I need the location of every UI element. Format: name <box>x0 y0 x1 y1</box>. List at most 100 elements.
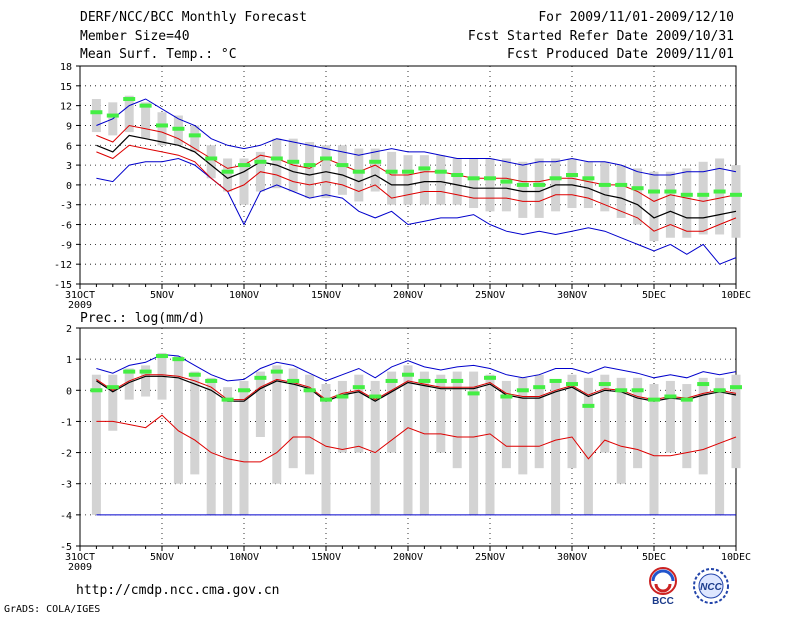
observation-mark <box>697 192 710 197</box>
observation-mark <box>467 176 480 181</box>
ensemble-box <box>370 148 380 192</box>
ensemble-box <box>321 384 331 515</box>
ensemble-box <box>370 380 380 515</box>
source-url[interactable]: http://cmdp.ncc.cma.gov.cn <box>76 583 280 598</box>
ensemble-box <box>698 161 708 235</box>
x-tick-label: 20NOV <box>393 552 423 563</box>
ensemble-box <box>715 377 725 515</box>
observation-mark <box>516 182 529 187</box>
ensemble-max-line <box>96 98 737 176</box>
observation-mark <box>582 176 595 181</box>
ensemble-box <box>124 95 134 133</box>
observation-mark <box>352 169 365 174</box>
forecast-period: For 2009/11/01-2009/12/10 <box>538 10 734 25</box>
observation-mark <box>533 385 546 390</box>
x-tick-label: 10NOV <box>229 290 259 301</box>
observation-mark <box>713 189 726 194</box>
x-tick-label: 5DEC <box>642 290 666 301</box>
ensemble-box <box>501 158 511 212</box>
observation-mark <box>188 133 201 138</box>
observation-mark <box>730 192 742 197</box>
x-tick-label: 30NOV <box>557 552 587 563</box>
observation-mark <box>123 97 136 102</box>
observation-mark <box>648 189 660 194</box>
ensemble-box <box>469 371 479 515</box>
ensemble-box <box>190 125 200 152</box>
observation-mark <box>566 382 578 387</box>
forecast-started-date: Fcst Started Refer Date 2009/10/31 <box>467 29 734 44</box>
ensemble-mean-line <box>96 134 737 219</box>
observation-mark <box>615 388 628 393</box>
observation-mark <box>320 156 332 161</box>
y-tick-label: 12 <box>60 102 72 113</box>
observation-mark <box>205 156 218 161</box>
ensemble-box <box>649 384 659 515</box>
ensemble-box <box>698 377 708 475</box>
observation-mark <box>254 159 267 164</box>
observation-mark <box>156 123 168 128</box>
x-tick-label: 10NOV <box>229 552 259 563</box>
y-tick-label: -5 <box>60 542 72 553</box>
ensemble-box <box>305 141 315 199</box>
observation-mark <box>385 378 398 383</box>
observation-mark <box>598 182 611 187</box>
member-size: Member Size=40 <box>80 29 190 44</box>
observation-mark <box>451 378 464 383</box>
observation-mark <box>238 388 250 393</box>
observation-mark <box>123 369 136 374</box>
observation-mark <box>549 378 562 383</box>
y-tick-label: -15 <box>54 280 72 291</box>
ensemble-box <box>518 161 528 218</box>
ensemble-box <box>288 368 298 469</box>
x-tick-label: 5DEC <box>642 552 666 563</box>
x-tick-label: 5NOV <box>150 290 174 301</box>
ensemble-box <box>157 112 167 146</box>
observation-mark <box>287 159 300 164</box>
y-tick-label: -12 <box>54 260 72 271</box>
observation-mark <box>434 378 447 383</box>
ensemble-box <box>255 371 265 437</box>
ensemble-box <box>485 374 495 515</box>
ensemble-box <box>436 374 446 453</box>
x-tick-label: 30NOV <box>557 290 587 301</box>
observation-mark <box>631 388 644 393</box>
ensemble-box <box>583 161 593 209</box>
ensemble-box <box>354 148 364 202</box>
x-tick-label: 15NOV <box>311 552 341 563</box>
observation-mark <box>205 378 218 383</box>
x-tick-label: 15NOV <box>311 290 341 301</box>
ensemble-box <box>518 377 528 475</box>
observation-mark <box>270 369 283 374</box>
observation-mark <box>418 378 431 383</box>
spread-lower-line <box>96 144 737 232</box>
observation-mark <box>533 182 546 187</box>
observation-mark <box>254 375 267 380</box>
ensemble-box <box>403 155 413 205</box>
ensemble-box <box>419 371 429 515</box>
observation-mark <box>697 382 710 387</box>
observation-mark <box>516 388 529 393</box>
x-tick-label: 31OCT <box>65 552 95 563</box>
observation-mark <box>730 385 742 390</box>
observation-mark <box>336 163 349 168</box>
ensemble-box <box>633 377 643 469</box>
spread-upper-line <box>96 124 737 202</box>
ensemble-box <box>190 371 200 475</box>
observation-mark <box>270 156 283 161</box>
observation-mark <box>352 385 365 390</box>
ensemble-box <box>141 365 151 397</box>
y-tick-label: 3 <box>66 161 72 172</box>
svg-text:NCC: NCC <box>700 582 722 593</box>
y-tick-label: 6 <box>66 141 72 152</box>
chart-title: DERF/NCC/BCC Monthly Forecast <box>80 10 307 25</box>
observation-mark <box>648 397 660 402</box>
ensemble-box <box>731 374 741 469</box>
observation-mark <box>139 369 152 374</box>
x-tick-label: 5NOV <box>150 552 174 563</box>
observation-mark <box>172 357 185 362</box>
observation-mark <box>90 388 103 393</box>
observation-mark <box>484 375 496 380</box>
ensemble-box <box>583 377 593 515</box>
x-tick-year: 2009 <box>68 562 92 573</box>
observation-mark <box>303 163 316 168</box>
